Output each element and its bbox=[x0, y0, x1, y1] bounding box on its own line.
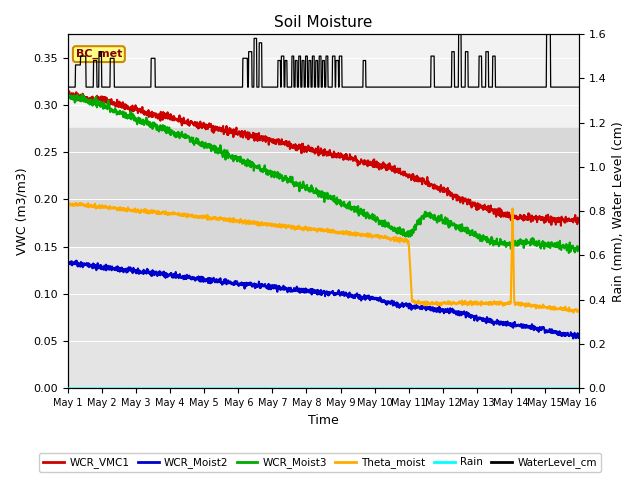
Bar bbox=[68, 247, 579, 388]
Text: BC_met: BC_met bbox=[76, 49, 122, 59]
Bar bbox=[68, 34, 579, 129]
Y-axis label: Rain (mm), Water Level (cm): Rain (mm), Water Level (cm) bbox=[612, 121, 625, 301]
Legend: WCR_VMC1, WCR_Moist2, WCR_Moist3, Theta_moist, Rain, WaterLevel_cm: WCR_VMC1, WCR_Moist2, WCR_Moist3, Theta_… bbox=[39, 453, 601, 472]
Bar bbox=[68, 129, 579, 247]
X-axis label: Time: Time bbox=[308, 414, 339, 427]
Y-axis label: VWC (m3/m3): VWC (m3/m3) bbox=[15, 168, 28, 255]
Title: Soil Moisture: Soil Moisture bbox=[275, 15, 372, 30]
